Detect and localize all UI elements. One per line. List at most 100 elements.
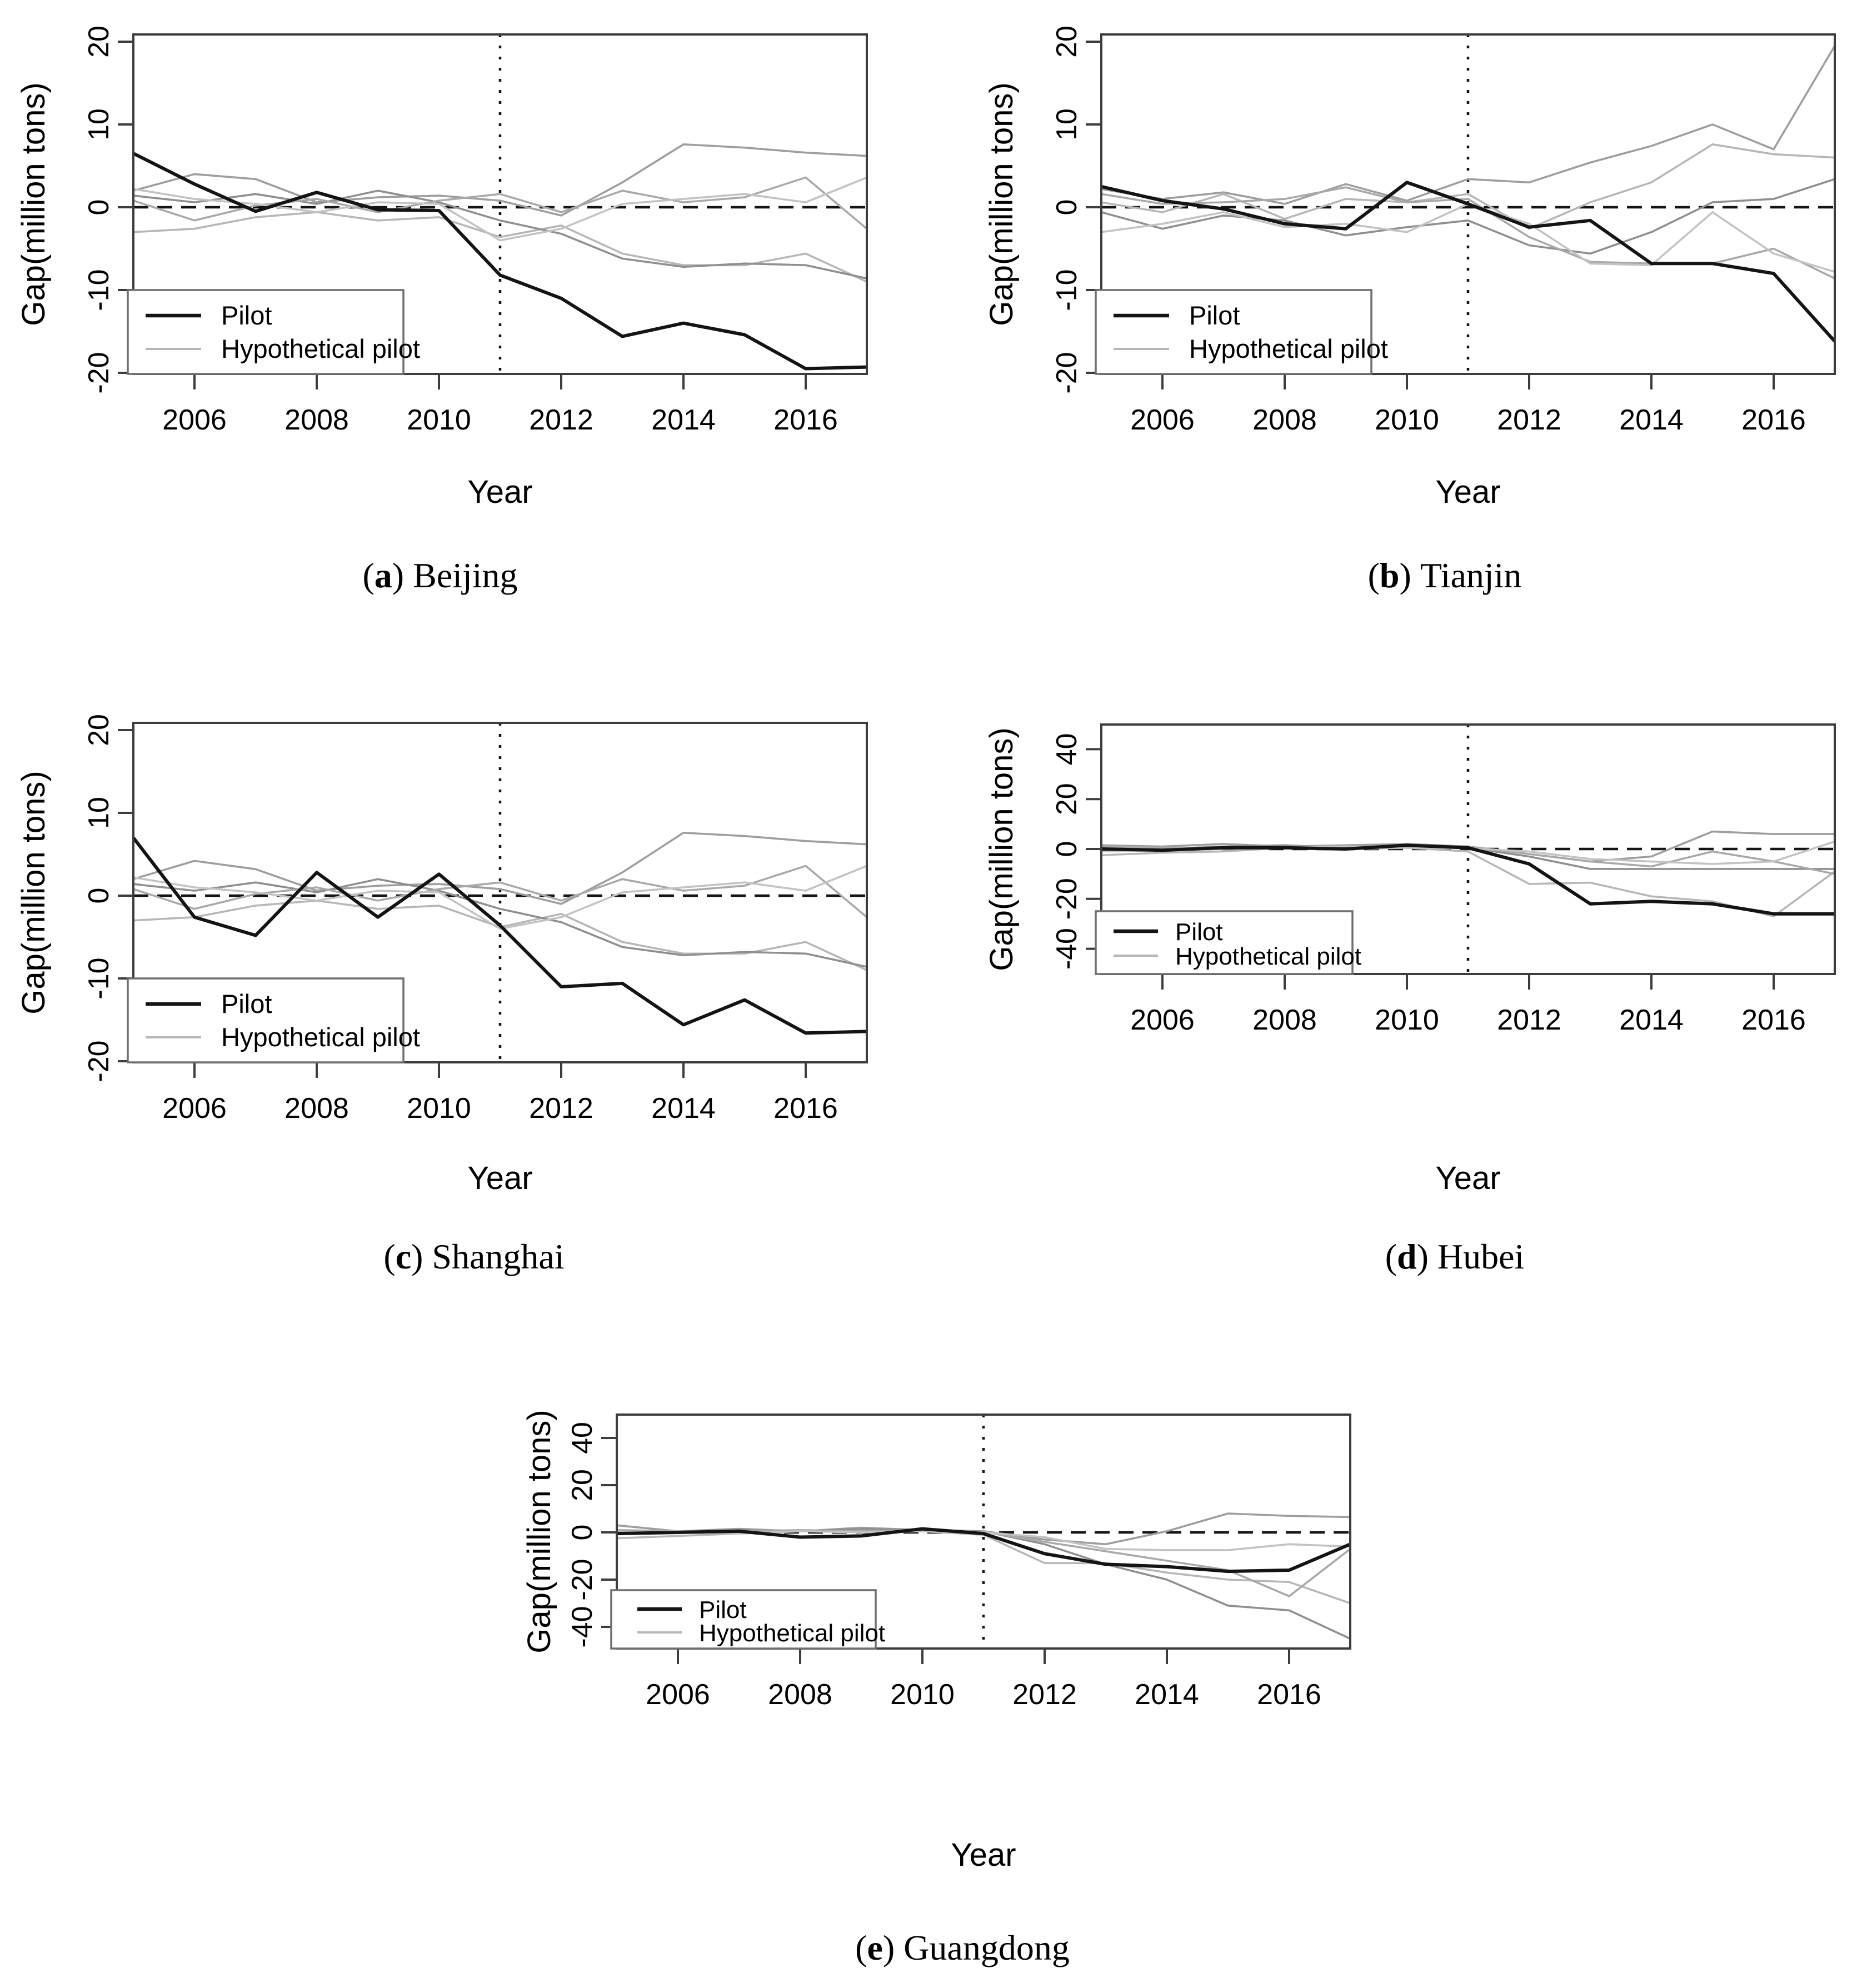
- x-tick-label-2014: 2014: [1619, 404, 1684, 436]
- y-tick-label--10: -10: [1051, 269, 1083, 311]
- hypothetical-line-c-3: [133, 878, 867, 968]
- pilot-line-a: [133, 152, 867, 371]
- y-tick-label-20: 20: [566, 1469, 598, 1501]
- caption-city: Tianjin: [1420, 556, 1522, 595]
- y-tick-label--10: -10: [83, 269, 115, 311]
- caption-hubei: (d) Hubei: [1385, 1236, 1525, 1277]
- plot-box: [132, 722, 868, 1063]
- hypothetical-line-c-5: [133, 865, 867, 930]
- legend-b: Pilot Hypothetical pilot: [1095, 289, 1388, 375]
- x-axis-title: Year: [951, 1837, 1016, 1873]
- hypothetical-line-e-4: [617, 1529, 1350, 1597]
- y-tick-label-20: 20: [83, 714, 115, 746]
- x-tick-label-2008: 2008: [1252, 404, 1317, 436]
- x-tick-label-2006: 2006: [162, 1092, 227, 1125]
- chart-c: 2006 2008 2010 2012 2014 2016 -20 -10 0 10 20 Year G…: [16, 714, 868, 1196]
- y-tick-label--10: -10: [83, 957, 115, 999]
- caption-city: Hubei: [1437, 1237, 1525, 1276]
- x-tick-label-2006: 2006: [1130, 404, 1195, 436]
- caption-paren-open: (d): [1385, 1237, 1429, 1276]
- y-tick-label-10: 10: [1051, 108, 1083, 141]
- x-tick-label-2012: 2012: [529, 1092, 593, 1125]
- legend-box: [127, 289, 405, 375]
- caption-marker: c: [395, 1237, 412, 1276]
- hypothetical-line-a-5: [133, 176, 867, 242]
- x-tick-label-2010: 2010: [407, 404, 471, 436]
- chart-e: 2006 2008 2010 2012 2014 2016 -40 -20 0 20 40 Year G…: [521, 1410, 1351, 1873]
- x-tick-label-2012: 2012: [1497, 404, 1561, 436]
- x-tick-label-2006: 2006: [646, 1679, 710, 1711]
- legend-label-pilot: Pilot: [221, 301, 272, 330]
- legend-label-pilot: Pilot: [1175, 918, 1223, 946]
- x-tick-label-2010: 2010: [1375, 404, 1439, 436]
- x-tick-label-2010: 2010: [890, 1679, 955, 1711]
- y-tick-label-10: 10: [83, 108, 115, 141]
- x-tick-label-2016: 2016: [1741, 1004, 1806, 1036]
- caption-marker: e: [867, 1928, 883, 1967]
- y-tick-label--20: -20: [83, 1040, 115, 1082]
- hypothetical-line-a-3: [133, 189, 867, 279]
- y-axis-title: Gap(million tons): [521, 1410, 557, 1653]
- caption-paren-open: (e): [855, 1928, 895, 1967]
- caption-marker: a: [374, 556, 392, 595]
- legend-label-pilot: Pilot: [699, 1596, 747, 1624]
- hypothetical-line-a-2: [133, 211, 867, 283]
- x-tick-label-2006: 2006: [1130, 1004, 1195, 1036]
- y-tick-label--20: -20: [1051, 352, 1083, 393]
- hypothetical-line-a-4: [133, 176, 867, 230]
- y-tick-label-0: 0: [566, 1525, 598, 1541]
- pilot-line-c: [133, 836, 867, 1035]
- plot-box: [132, 33, 868, 375]
- plot-box: [1100, 33, 1836, 375]
- x-tick-label-2010: 2010: [407, 1092, 471, 1125]
- legend-box: [127, 977, 405, 1063]
- y-tick-label--40: -40: [1051, 928, 1083, 970]
- y-tick-label-10: 10: [83, 797, 115, 829]
- x-tick-label-2012: 2012: [529, 404, 593, 436]
- hypothetical-line-d-2: [1101, 847, 1835, 917]
- x-tick-label-2006: 2006: [162, 404, 227, 436]
- x-tick-label-2010: 2010: [1375, 1004, 1439, 1036]
- pilot-line-d: [1101, 843, 1835, 916]
- chart-a: 2006 2008 2010 2012 2014 2016 -20 -10 0 10 20 Year G…: [16, 26, 868, 510]
- legend-label-pilot: Pilot: [1189, 301, 1240, 330]
- caption-tianjin: (b) Tianjin: [1368, 555, 1522, 596]
- caption-city: Shanghai: [432, 1237, 565, 1276]
- y-tick-label-40: 40: [1051, 733, 1083, 765]
- x-axis-title: Year: [1435, 1160, 1500, 1196]
- x-tick-label-2016: 2016: [773, 1092, 838, 1125]
- y-tick-label--40: -40: [566, 1606, 598, 1647]
- legend-c: Pilot Hypothetical pilot: [127, 977, 420, 1063]
- y-tick-label-0: 0: [1051, 199, 1083, 216]
- y-axis-title: Gap(million tons): [16, 82, 52, 326]
- hypothetical-line-b-2: [1101, 143, 1835, 230]
- caption-paren-open: (c): [383, 1237, 423, 1276]
- x-tick-label-2008: 2008: [284, 1092, 349, 1125]
- caption-city: Beijing: [413, 556, 518, 595]
- legend-label-hypothetical: Hypothetical pilot: [221, 334, 420, 363]
- x-tick-label-2008: 2008: [284, 404, 349, 436]
- y-axis-title: Gap(million tons): [16, 771, 52, 1014]
- caption-city: Guangdong: [903, 1928, 1070, 1967]
- x-tick-label-2012: 2012: [1497, 1004, 1561, 1036]
- y-tick-label-0: 0: [1051, 841, 1083, 857]
- pilot-line-e: [617, 1527, 1350, 1574]
- legend-box: [1095, 289, 1372, 375]
- caption-shanghai: (c) Shanghai: [383, 1236, 564, 1277]
- legend-box: [610, 1589, 877, 1650]
- x-tick-label-2014: 2014: [651, 404, 716, 436]
- caption-paren-open: (b): [1367, 556, 1411, 595]
- y-tick-label-40: 40: [566, 1422, 598, 1454]
- y-tick-label-0: 0: [83, 199, 115, 216]
- y-axis-title: Gap(million tons): [984, 727, 1020, 971]
- hypothetical-line-c-4: [133, 865, 867, 918]
- x-axis-title: Year: [467, 1160, 532, 1196]
- x-tick-label-2014: 2014: [651, 1092, 716, 1125]
- chart-b: 2006 2008 2010 2012 2014 2016 -20 -10 0 10 20 Year G…: [984, 26, 1836, 510]
- legend-a: Pilot Hypothetical pilot: [127, 289, 420, 375]
- caption-paren-open: (a): [362, 556, 405, 595]
- y-tick-label-20: 20: [1051, 26, 1083, 58]
